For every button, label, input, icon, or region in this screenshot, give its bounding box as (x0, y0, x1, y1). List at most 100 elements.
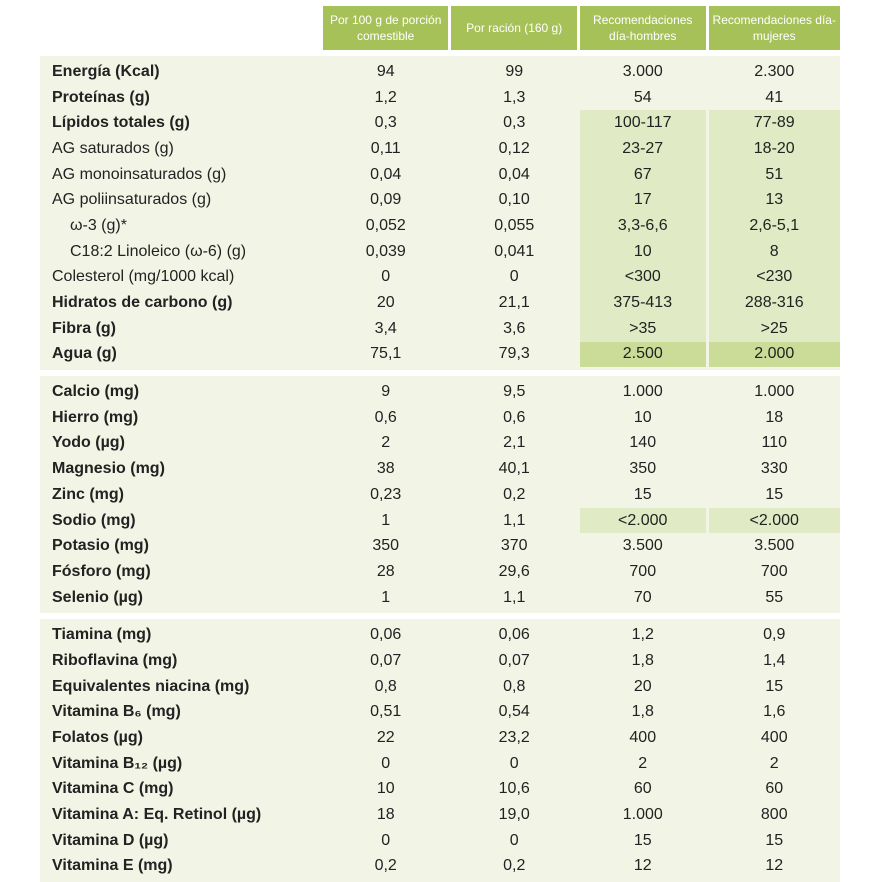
row-label: Selenio (µg) (52, 588, 143, 606)
table-cell: 1,1 (503, 511, 526, 529)
table-cell: 0,04 (498, 165, 530, 183)
table-row: Tiamina (mg) 0,06 0,06 1,2 0,9 (40, 622, 840, 648)
table-cell: 1 (381, 588, 391, 606)
table-row: AG poliinsaturados (g) 0,09 0,10 17 13 (40, 187, 840, 214)
table-cell: 0,6 (374, 408, 397, 426)
table-cell: 0,07 (498, 651, 530, 669)
table-cell: 1,2 (631, 626, 654, 644)
table-cell: 60 (765, 780, 784, 798)
row-label: Vitamina B₆ (mg) (52, 703, 181, 721)
table-cell: 0,12 (498, 139, 530, 157)
row-label: Vitamina D (µg) (52, 831, 169, 849)
table-cell: 0,055 (494, 216, 535, 234)
table-row: Yodo (µg) 2 2,1 140 110 (40, 431, 840, 457)
row-label: Agua (g) (52, 345, 117, 363)
table-cell: 0,2 (503, 485, 526, 503)
table-cell: 1.000 (622, 806, 663, 824)
row-label: Vitamina B₁₂ (µg) (52, 754, 183, 772)
table-row: Vitamina C (mg) 10 10,6 60 60 (40, 777, 840, 803)
table-cell: 0,10 (498, 191, 530, 209)
table-cell: 350 (629, 460, 657, 478)
table-cell: 2 (638, 754, 648, 772)
table-cell: 0,06 (370, 626, 402, 644)
table-row: Vitamina B₁₂ (µg) 0 0 2 2 (40, 751, 840, 777)
table-cell: 0,039 (365, 242, 406, 260)
table-cell: 3.500 (622, 537, 663, 555)
table-cell: 2 (769, 754, 779, 772)
table-row: AG saturados (g) 0,11 0,12 23-27 18-20 (40, 136, 840, 162)
table-header: Por 100 g de porción comestible Por raci… (40, 6, 840, 50)
table-body: Energía (Kcal) 94 99 3.000 2.300 Proteínas (g… (40, 56, 840, 882)
table-cell: 0,6 (503, 408, 526, 426)
table-cell: 3.000 (622, 62, 663, 80)
row-label: ω-3 (g)* (70, 216, 127, 234)
table-cell: 400 (629, 729, 657, 747)
table-cell: 0 (381, 831, 391, 849)
row-label: Potasio (mg) (52, 537, 149, 555)
table-cell: 9 (381, 383, 391, 401)
table-cell: 15 (765, 485, 784, 503)
table-cell: 2,1 (503, 434, 526, 452)
row-label: Colesterol (mg/1000 kcal) (52, 268, 235, 286)
table-cell: 22 (376, 729, 395, 747)
table-cell: 1,3 (503, 88, 526, 106)
table-cell: 0 (381, 754, 391, 772)
table-cell: 3,6 (503, 319, 526, 337)
table-row: Riboflavina (mg) 0,07 0,07 1,8 1,4 (40, 648, 840, 674)
table-cell: 2.000 (708, 341, 840, 368)
table-cell: 1,1 (503, 588, 526, 606)
table-cell: 9,5 (503, 383, 526, 401)
table-cell: 55 (765, 588, 784, 606)
table-cell: 0,2 (374, 857, 397, 875)
table-cell: 0,3 (374, 114, 397, 132)
table-cell: 19,0 (498, 806, 530, 824)
table-row: Lípidos totales (g) 0,3 0,3 100-117 77-89 (40, 110, 840, 137)
table-cell: 400 (760, 729, 788, 747)
row-label: Riboflavina (mg) (52, 651, 178, 669)
table-cell: 67 (579, 161, 706, 188)
table-cell: <2.000 (579, 507, 706, 534)
table-cell: <230 (708, 264, 840, 291)
table-cell: 1,4 (763, 651, 786, 669)
nutrition-table: Por 100 g de porción comestible Por raci… (40, 6, 840, 882)
table-cell: 100-117 (579, 110, 706, 137)
table-cell: 350 (372, 537, 400, 555)
table-row: Folatos (µg) 22 23,2 400 400 (40, 725, 840, 751)
table-cell: 0,54 (498, 703, 530, 721)
table-cell: 75,1 (370, 345, 402, 363)
header-per-100g: Por 100 g de porción comestible (322, 6, 449, 50)
table-cell: 54 (633, 88, 652, 106)
row-label: Folatos (µg) (52, 729, 143, 747)
table-cell: 0,052 (365, 216, 406, 234)
table-cell: 8 (708, 238, 840, 265)
table-cell: >25 (708, 315, 840, 342)
table-cell: 0,8 (503, 677, 526, 695)
table-cell: 330 (760, 460, 788, 478)
table-row: Proteínas (g) 1,2 1,3 54 41 (40, 85, 840, 111)
table-cell: 10 (633, 408, 652, 426)
table-cell: 0,041 (494, 242, 535, 260)
table-cell: <300 (579, 264, 706, 291)
table-cell: 1,8 (631, 651, 654, 669)
table-cell: 140 (629, 434, 657, 452)
table-cell: 15 (765, 677, 784, 695)
header-per-serving: Por ración (160 g) (451, 6, 577, 50)
row-label: Proteínas (g) (52, 88, 150, 106)
header-spacer (40, 6, 323, 50)
table-cell: 41 (765, 88, 784, 106)
table-cell: 2.300 (754, 62, 795, 80)
table-cell: 0,11 (370, 139, 401, 157)
table-cell: 15 (633, 831, 652, 849)
table-cell: 1.000 (754, 383, 795, 401)
table-cell: 0,23 (370, 485, 402, 503)
table-row: Energía (Kcal) 94 99 3.000 2.300 (40, 59, 840, 85)
table-cell: 110 (761, 434, 787, 452)
table-cell: 17 (579, 187, 706, 214)
table-cell: 2 (381, 434, 391, 452)
table-cell: 288-316 (708, 290, 840, 316)
table-cell: 60 (633, 780, 652, 798)
table-cell: 18 (376, 806, 395, 824)
table-row: Potasio (mg) 350 370 3.500 3.500 (40, 533, 840, 559)
table-cell: 0,07 (370, 651, 402, 669)
table-cell: 1.000 (622, 383, 663, 401)
